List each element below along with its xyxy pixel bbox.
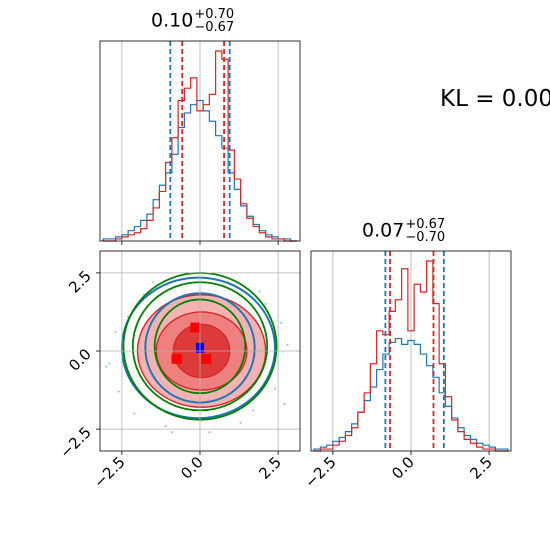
scatter-point-6 bbox=[117, 390, 120, 393]
scatter-point-14 bbox=[170, 431, 173, 434]
scatter-point-7 bbox=[239, 421, 242, 424]
hist-y-xtick-label-1: 0.0 bbox=[388, 453, 418, 483]
hist-y-median: 0.07 bbox=[362, 219, 405, 242]
contour-ytick-label-0: −2.5 bbox=[56, 423, 94, 461]
kl-annotation: KL = 0.00 bbox=[440, 86, 550, 112]
scatter-point-18 bbox=[152, 281, 155, 284]
contour-ytick-label-2: 2.5 bbox=[65, 267, 95, 297]
hist-x-median: 0.10 bbox=[151, 9, 194, 32]
red-block-2 bbox=[190, 322, 201, 333]
scatter-point-1 bbox=[283, 403, 286, 406]
scatter-point-20 bbox=[105, 365, 108, 368]
hist-y-title: 0.07 +0.67 −0.70 bbox=[362, 218, 445, 244]
contour-xtick-label-2: 2.5 bbox=[255, 453, 285, 483]
scatter-point-13 bbox=[286, 343, 289, 346]
scatter-point-0 bbox=[108, 362, 111, 365]
hist-x-red-histogram bbox=[103, 50, 297, 242]
scatter-point-16 bbox=[114, 331, 117, 334]
scatter-point-19 bbox=[264, 303, 267, 306]
hist-y-plus: +0.67 bbox=[405, 217, 446, 232]
hist-x-title: 0.10 +0.70 −0.67 bbox=[151, 8, 234, 34]
red-block-0 bbox=[171, 353, 182, 364]
scatter-point-3 bbox=[258, 290, 261, 293]
contour-xtick-label-0: −2.5 bbox=[90, 453, 128, 491]
hist-y-red-histogram bbox=[314, 260, 508, 452]
scatter-point-17 bbox=[208, 431, 211, 434]
scatter-point-21 bbox=[273, 387, 277, 390]
hist-x-minus: −0.67 bbox=[194, 20, 235, 35]
red-block-1 bbox=[201, 353, 212, 364]
scatter-point-4 bbox=[164, 424, 167, 428]
hist-y-minus: −0.70 bbox=[405, 230, 446, 245]
scatter-point-12 bbox=[133, 412, 136, 415]
hist-y-xtick-label-2: 2.5 bbox=[466, 453, 496, 483]
hist-y-xtick-label-0: −2.5 bbox=[301, 453, 339, 491]
scatter-point-9 bbox=[280, 321, 283, 324]
hist-x-plus: +0.70 bbox=[194, 7, 235, 22]
scatter-point-15 bbox=[252, 409, 255, 412]
contour-xtick-label-1: 0.0 bbox=[177, 453, 207, 483]
contour-ytick-label-1: 0.0 bbox=[65, 345, 95, 375]
